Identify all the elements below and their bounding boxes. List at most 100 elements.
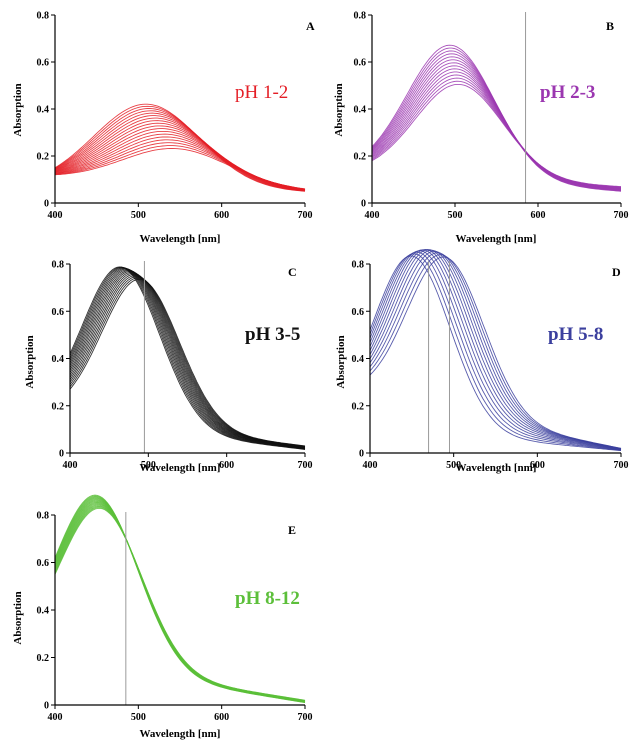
y-tick-label: 0.2 — [352, 401, 365, 412]
x-tick-label: 700 — [298, 460, 313, 471]
ph-range-label: pH 8-12 — [235, 588, 300, 609]
ph-range-label: pH 2-3 — [540, 82, 595, 103]
y-axis-label: Absorption — [24, 335, 36, 388]
panel-a: A pH 1-2 Wavelength [nm] Absorption 400 5… — [12, 11, 315, 246]
x-tick-label: 500 — [446, 460, 461, 471]
spectrum-line — [69, 266, 306, 450]
y-tick-label: 0.4 — [37, 105, 50, 116]
y-axis-label: Absorption — [333, 83, 345, 136]
spectrum-line — [54, 507, 306, 701]
y-tick-label: 0.6 — [37, 58, 50, 69]
y-tick-label: 0.2 — [52, 401, 65, 412]
spectrum-line — [371, 83, 622, 188]
panel-letter: D — [612, 265, 621, 279]
panel-b: B pH 2-3 Wavelength [nm] Absorption 400 5… — [333, 11, 629, 246]
y-tick-label: 0.2 — [37, 653, 50, 664]
x-axis-label: Wavelength [nm] — [456, 462, 537, 474]
ph-range-label: pH 5-8 — [548, 324, 603, 345]
y-tick-label: 0.4 — [354, 105, 367, 116]
spectrum-line — [69, 267, 306, 450]
x-tick-label: 500 — [141, 460, 156, 471]
spectrum-line — [54, 120, 306, 191]
y-tick-label: 0.6 — [354, 58, 367, 69]
spectrum-line — [371, 53, 622, 191]
x-tick-label: 600 — [214, 210, 229, 221]
x-tick-label: 400 — [363, 460, 378, 471]
x-tick-label: 600 — [530, 460, 545, 471]
x-tick-label: 400 — [63, 460, 78, 471]
y-tick-label: 0.6 — [37, 558, 50, 569]
spectrum-line — [369, 251, 622, 451]
x-axis-label: Wavelength [nm] — [140, 233, 221, 245]
spectrum-line — [369, 249, 622, 450]
y-tick-label: 0.4 — [352, 354, 365, 365]
spectrum-line — [371, 59, 622, 190]
x-tick-label: 500 — [131, 712, 146, 723]
x-tick-label: 600 — [219, 460, 234, 471]
y-tick-label: 0.8 — [354, 11, 367, 22]
panel-d: D pH 5-8 Wavelength [nm] Absorption 400 5… — [335, 248, 629, 474]
spectrum-line — [54, 148, 306, 190]
y-tick-label: 0 — [44, 701, 49, 712]
x-tick-label: 500 — [448, 210, 463, 221]
x-tick-label: 500 — [131, 210, 146, 221]
x-tick-label: 400 — [48, 210, 63, 221]
spectra-group — [54, 103, 306, 192]
y-axis-label: Absorption — [12, 591, 24, 644]
x-axis-label: Wavelength [nm] — [140, 462, 221, 474]
panel-letter: B — [606, 19, 614, 33]
spectrum-line — [369, 250, 622, 450]
spectra-group — [369, 248, 622, 452]
y-tick-label: 0.2 — [37, 152, 50, 163]
y-axis-label: Absorption — [335, 335, 347, 388]
panel-e: E pH 8-12 Wavelength [nm] Absorption 400… — [12, 494, 313, 740]
y-tick-label: 0.8 — [52, 260, 65, 271]
spectrum-line — [369, 249, 622, 450]
x-tick-label: 700 — [298, 210, 313, 221]
panel-letter: A — [306, 19, 315, 33]
spectrum-line — [369, 253, 622, 451]
x-axis-label: Wavelength [nm] — [456, 233, 537, 245]
y-tick-label: 0 — [361, 199, 366, 210]
spectra-group — [69, 266, 306, 450]
ph-range-label: pH 1-2 — [235, 82, 288, 103]
spectrum-line — [54, 105, 306, 192]
ph-range-label: pH 3-5 — [245, 324, 300, 345]
y-tick-label: 0.8 — [37, 11, 50, 22]
y-tick-label: 0 — [44, 199, 49, 210]
y-tick-label: 0.2 — [354, 152, 367, 163]
spectrum-line — [69, 270, 306, 449]
x-tick-label: 600 — [531, 210, 546, 221]
spectrum-line — [54, 108, 306, 192]
panel-letter: C — [288, 265, 297, 279]
spectrum-line — [369, 249, 622, 451]
x-tick-label: 700 — [614, 460, 629, 471]
spectra-group — [54, 494, 306, 704]
x-tick-label: 600 — [214, 712, 229, 723]
spectrum-line — [369, 250, 622, 451]
x-axis-label: Wavelength [nm] — [140, 728, 221, 740]
y-tick-label: 0.8 — [352, 260, 365, 271]
spectra-group — [371, 44, 622, 192]
x-tick-label: 400 — [365, 210, 380, 221]
y-tick-label: 0.8 — [37, 511, 50, 522]
y-tick-label: 0.4 — [52, 354, 65, 365]
spectrum-line — [69, 278, 306, 447]
panel-letter: E — [288, 523, 296, 537]
spectrum-line — [369, 256, 622, 449]
y-tick-label: 0 — [59, 449, 64, 460]
spectrum-line — [371, 47, 622, 192]
spectrum-line — [69, 270, 306, 449]
spectrum-line — [69, 266, 306, 450]
spectrum-line — [369, 252, 622, 450]
y-tick-label: 0.6 — [52, 307, 65, 318]
y-tick-label: 0.4 — [37, 606, 50, 617]
y-tick-label: 0 — [359, 449, 364, 460]
x-tick-label: 700 — [614, 210, 629, 221]
x-tick-label: 400 — [48, 712, 63, 723]
panel-c: C pH 3-5 Wavelength [nm] Absorption 400 5… — [24, 260, 313, 475]
x-tick-label: 700 — [298, 712, 313, 723]
y-axis-label: Absorption — [12, 83, 24, 136]
y-tick-label: 0.6 — [352, 307, 365, 318]
